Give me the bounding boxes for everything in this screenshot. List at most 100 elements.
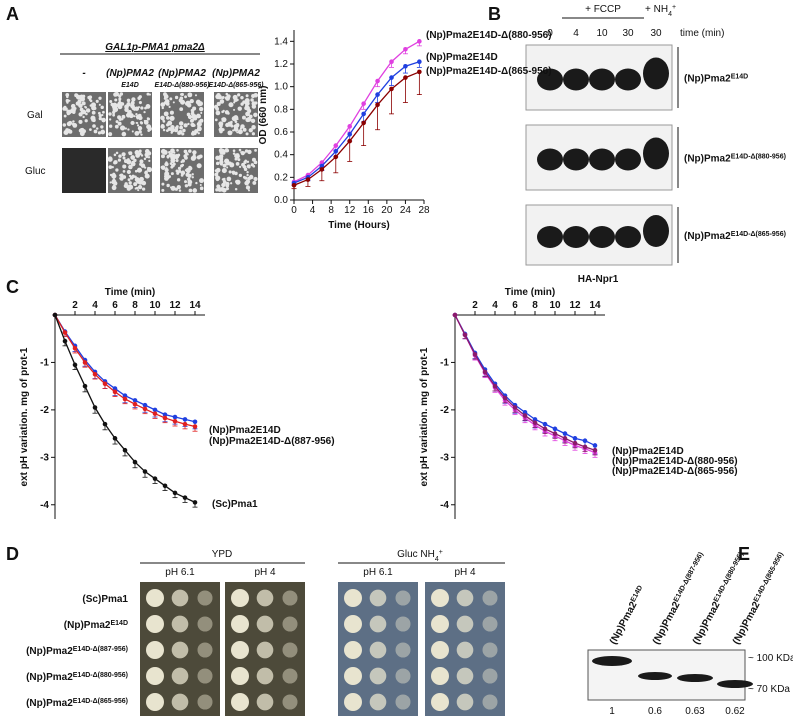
spot bbox=[146, 615, 164, 633]
data-point bbox=[333, 143, 339, 148]
data-point bbox=[152, 476, 158, 481]
colony bbox=[188, 165, 192, 169]
group-label-sub: 4 bbox=[435, 556, 439, 563]
colony bbox=[237, 158, 241, 162]
colony bbox=[160, 165, 164, 169]
colony bbox=[85, 112, 88, 116]
row-label-main: (Np)Pma2 bbox=[684, 74, 731, 85]
colony bbox=[108, 118, 112, 121]
colony bbox=[143, 157, 147, 161]
data-point bbox=[122, 396, 128, 402]
spot bbox=[197, 590, 213, 606]
colony bbox=[191, 176, 194, 179]
colony bbox=[167, 120, 173, 126]
band bbox=[592, 656, 632, 666]
ph-label: pH 6.1 bbox=[363, 567, 393, 578]
colony bbox=[65, 98, 70, 103]
colony bbox=[161, 106, 165, 110]
colony bbox=[71, 108, 74, 112]
colony bbox=[136, 117, 139, 120]
colony bbox=[235, 162, 240, 166]
colony bbox=[144, 149, 150, 154]
x-tick-label: 16 bbox=[363, 205, 375, 216]
spot bbox=[395, 694, 411, 710]
spot bbox=[395, 616, 411, 632]
lane-label-main: (Np)Pma2 bbox=[731, 600, 763, 647]
spot bbox=[482, 642, 498, 658]
colony bbox=[166, 115, 170, 120]
colony bbox=[137, 185, 143, 190]
column-header: - bbox=[82, 68, 86, 79]
colony bbox=[170, 172, 174, 176]
x-tick-label: 14 bbox=[589, 300, 601, 311]
colony bbox=[146, 167, 153, 173]
data-point bbox=[182, 421, 188, 427]
colony bbox=[242, 127, 247, 132]
colony bbox=[112, 113, 115, 116]
column-header-main: (Np)PMA2 bbox=[212, 68, 260, 79]
spot bbox=[431, 615, 449, 633]
colony bbox=[238, 148, 242, 152]
colony bbox=[89, 128, 92, 132]
series-line bbox=[454, 314, 596, 451]
colony bbox=[213, 104, 219, 110]
colony bbox=[174, 95, 179, 100]
colony bbox=[197, 114, 201, 119]
data-point bbox=[319, 160, 325, 165]
row-label-sup: E14D-Δ(865-956) bbox=[73, 698, 128, 705]
data-point bbox=[172, 490, 178, 496]
series-line bbox=[293, 40, 420, 183]
data-point bbox=[572, 440, 578, 446]
colony bbox=[251, 104, 257, 109]
spot bbox=[344, 589, 362, 607]
colony bbox=[184, 169, 188, 172]
column-header-sub: E14D-Δ(865-956) bbox=[209, 82, 265, 89]
colony bbox=[172, 101, 175, 104]
colony bbox=[215, 161, 220, 166]
data-point bbox=[142, 469, 148, 474]
data-point bbox=[72, 345, 78, 351]
colony bbox=[117, 158, 121, 162]
legend-entry: (Np)Pma2E14D bbox=[209, 425, 281, 436]
colony bbox=[122, 164, 127, 169]
colony bbox=[100, 129, 106, 135]
spot bbox=[431, 693, 449, 711]
colony bbox=[100, 105, 104, 110]
spot bbox=[482, 668, 498, 684]
growth-image bbox=[62, 148, 106, 193]
colony bbox=[131, 130, 134, 133]
colony bbox=[120, 125, 126, 131]
colony bbox=[65, 93, 70, 97]
colony bbox=[134, 130, 140, 136]
spot bbox=[171, 641, 189, 659]
data-point bbox=[142, 406, 148, 412]
data-point bbox=[162, 412, 168, 417]
lane-label-sup: E14D bbox=[629, 584, 643, 603]
ph-label: pH 4 bbox=[454, 567, 476, 578]
colony bbox=[179, 131, 183, 135]
data-point bbox=[417, 59, 422, 65]
colony bbox=[71, 122, 75, 126]
colony bbox=[237, 106, 242, 111]
colony bbox=[229, 162, 235, 168]
colony bbox=[173, 151, 176, 154]
spot bbox=[282, 590, 298, 606]
data-point bbox=[132, 401, 138, 407]
colony bbox=[169, 186, 172, 189]
colony bbox=[126, 102, 131, 107]
row-label-sup: E14D-Δ(880-956) bbox=[731, 153, 786, 160]
colony bbox=[188, 188, 193, 193]
data-point bbox=[472, 352, 478, 357]
colony bbox=[253, 176, 258, 182]
colony bbox=[221, 182, 226, 188]
treatment-label: + NH4+ bbox=[645, 4, 676, 18]
data-point bbox=[522, 413, 528, 418]
row-label: Gluc bbox=[25, 166, 46, 177]
band bbox=[643, 215, 669, 247]
colony bbox=[250, 98, 254, 102]
colony bbox=[138, 149, 142, 153]
colony bbox=[97, 111, 101, 115]
spot bbox=[369, 615, 387, 633]
x-tick-label: 10 bbox=[149, 300, 161, 311]
colony bbox=[247, 189, 251, 192]
